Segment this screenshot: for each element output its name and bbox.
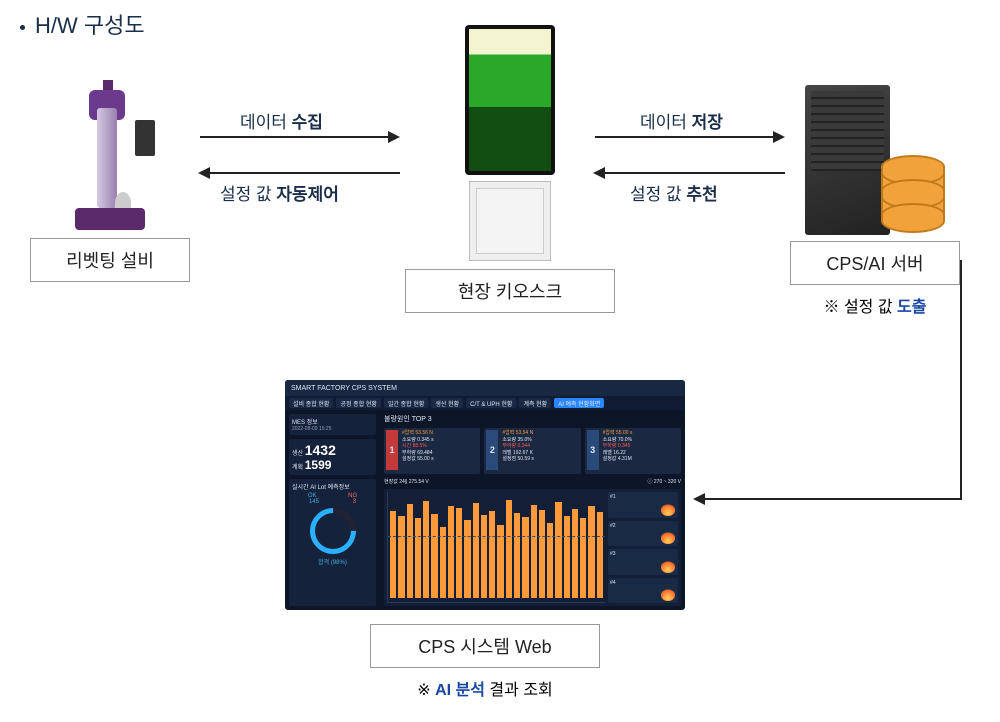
arrow-store bbox=[595, 136, 775, 138]
top3-row: 1#압력 53.56 N소요량 0.345 s시간 88.5%부하량 69.48… bbox=[384, 428, 681, 474]
mini-panel: #4 bbox=[608, 578, 678, 604]
chart-area: #1 #2#3 #4 bbox=[384, 489, 681, 606]
top3-card: 3#압력 55.00 s소요량 70.0%부하량 0.345레벨 16.22설정… bbox=[585, 428, 681, 474]
connector-arrowhead bbox=[693, 493, 705, 505]
node-kiosk: 현장 키오스크 bbox=[405, 25, 615, 313]
bar bbox=[423, 501, 429, 598]
edge-autoctrl-label: 설정 값 자동제어 bbox=[220, 180, 339, 205]
bar bbox=[572, 509, 578, 598]
arrowhead-recommend bbox=[593, 167, 605, 179]
bar bbox=[448, 506, 454, 598]
bar bbox=[497, 525, 503, 598]
page-title: H/W 구성도 bbox=[20, 8, 145, 40]
node-riveting: 리벳팅 설비 bbox=[30, 80, 190, 282]
connector-horiz bbox=[705, 498, 962, 500]
arrow-collect bbox=[200, 136, 390, 138]
dash-tab: 일간 종합 현황 bbox=[384, 398, 428, 408]
kiosk-icon bbox=[455, 25, 565, 265]
bar bbox=[390, 511, 396, 598]
bar bbox=[464, 520, 470, 598]
bar bbox=[597, 512, 603, 598]
web-subnote: ※ AI 분석 결과 조회 bbox=[285, 676, 685, 700]
bar bbox=[564, 516, 570, 598]
top3-card: 2#압력 53.54 N소요량 35.0%부하량 0.344레벨 192.67 … bbox=[484, 428, 580, 474]
arrowhead-store bbox=[773, 131, 785, 143]
arrow-autoctrl bbox=[210, 172, 400, 174]
kiosk-label: 현장 키오스크 bbox=[405, 269, 615, 313]
bar-chart bbox=[387, 492, 605, 603]
bar bbox=[531, 505, 537, 598]
dash-tab: AI 예측 현황화면 bbox=[554, 398, 604, 408]
bar bbox=[539, 510, 545, 598]
dash-tabs: 설비 종합 현황공정 종합 현황 일간 종합 현황생산 현황C/T & UPH 현… bbox=[285, 396, 685, 410]
node-web: SMART FACTORY CPS SYSTEM 설비 종합 현황공정 종합 현… bbox=[285, 380, 685, 700]
bar bbox=[473, 503, 479, 598]
bar bbox=[547, 523, 553, 598]
bar bbox=[440, 527, 446, 598]
arrow-recommend bbox=[605, 172, 785, 174]
bar bbox=[489, 511, 495, 598]
panel-ai: 실시간 AI Lot 예측정보 OK NG 145 3 합격 (98%) bbox=[289, 479, 376, 606]
top3-title: 불량원인 TOP 3 bbox=[384, 414, 681, 424]
title-text: H/W 구성도 bbox=[35, 13, 145, 38]
bar bbox=[415, 518, 421, 598]
edge-collect-label: 데이터 수집 bbox=[240, 108, 323, 133]
dash-tab: C/T & UPH 현황 bbox=[466, 398, 516, 408]
server-icon bbox=[805, 75, 945, 235]
bar bbox=[456, 508, 462, 598]
bar bbox=[588, 506, 594, 598]
dash-tab: 설비 종합 현황 bbox=[289, 398, 333, 408]
bar bbox=[481, 515, 487, 598]
edge-store-label: 데이터 저장 bbox=[640, 108, 723, 133]
dashboard-screenshot: SMART FACTORY CPS SYSTEM 설비 종합 현황공정 종합 현… bbox=[285, 380, 685, 610]
server-label: CPS/AI 서버 bbox=[790, 241, 960, 285]
bar bbox=[398, 516, 404, 598]
bar bbox=[580, 518, 586, 598]
dash-tab: 공정 종합 현황 bbox=[336, 398, 380, 408]
mini-panels: #1 #2#3 #4 bbox=[608, 492, 678, 603]
riveting-machine-icon bbox=[65, 80, 155, 230]
bar bbox=[506, 500, 512, 598]
bar bbox=[522, 517, 528, 598]
mini-panel: #3 bbox=[608, 549, 678, 575]
edge-recommend-label: 설정 값 추천 bbox=[630, 180, 718, 205]
connector-vert bbox=[960, 260, 962, 500]
gauge-icon bbox=[300, 498, 365, 563]
bullet-icon bbox=[20, 25, 25, 30]
mini-panel: #2 bbox=[608, 521, 678, 547]
bar bbox=[555, 502, 561, 598]
dash-titlebar: SMART FACTORY CPS SYSTEM bbox=[285, 380, 685, 396]
dash-tab: 생산 현황 bbox=[431, 398, 463, 408]
web-label: CPS 시스템 Web bbox=[370, 624, 600, 668]
bar bbox=[431, 514, 437, 598]
panel-mes: MES 정보 2022-08-09 15:25 bbox=[289, 414, 376, 435]
bar bbox=[514, 513, 520, 598]
bar bbox=[407, 504, 413, 598]
arrowhead-autoctrl bbox=[198, 167, 210, 179]
node-server: CPS/AI 서버 ※ 설정 값 도출 bbox=[790, 75, 960, 317]
mini-panel: #1 bbox=[608, 492, 678, 518]
arrowhead-collect bbox=[388, 131, 400, 143]
server-subnote: ※ 설정 값 도출 bbox=[790, 293, 960, 317]
dash-tab: 계측 현황 bbox=[519, 398, 551, 408]
top3-card: 1#압력 53.56 N소요량 0.345 s시간 88.5%부하량 69.48… bbox=[384, 428, 480, 474]
panel-prod: 생산 1432 계획 1599 bbox=[289, 439, 376, 475]
riveting-label: 리벳팅 설비 bbox=[30, 238, 190, 282]
